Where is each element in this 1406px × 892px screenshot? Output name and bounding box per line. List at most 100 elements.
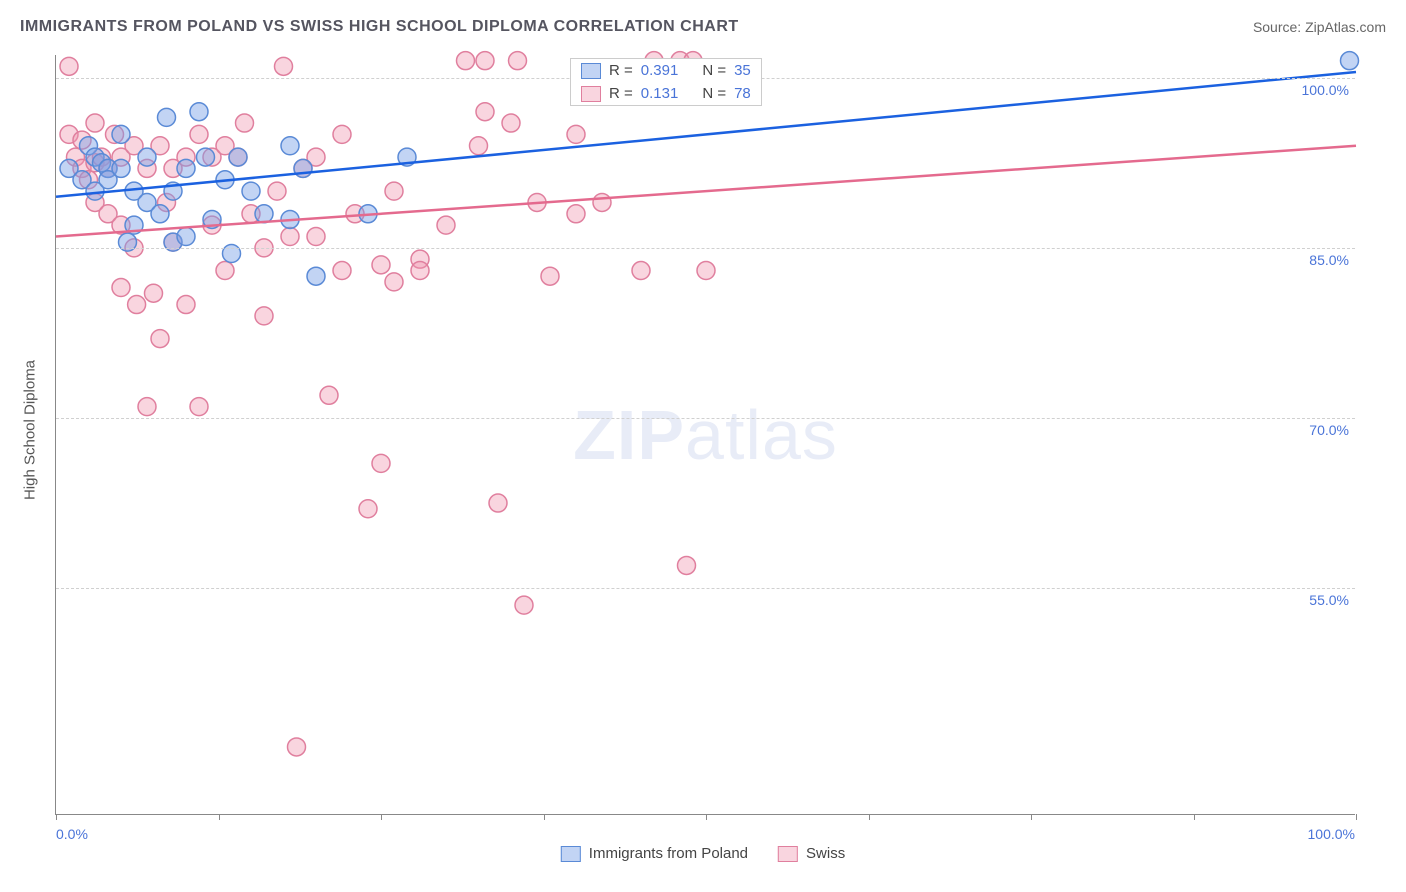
scatter-point-poland: [281, 137, 299, 155]
scatter-point-poland: [307, 267, 325, 285]
n-label: N =: [702, 85, 726, 102]
scatter-point-swiss: [476, 52, 494, 70]
scatter-point-poland: [229, 148, 247, 166]
scatter-point-poland: [112, 159, 130, 177]
x-tick: [869, 814, 870, 820]
x-tick: [381, 814, 382, 820]
chart-container: IMMIGRANTS FROM POLAND VS SWISS HIGH SCH…: [0, 0, 1406, 892]
plot-area: ZIPatlas 0.0% 100.0% 55.0%70.0%85.0%100.…: [55, 55, 1355, 815]
scatter-point-swiss: [288, 738, 306, 756]
title-bar: IMMIGRANTS FROM POLAND VS SWISS HIGH SCH…: [20, 18, 1386, 36]
y-tick-label: 85.0%: [1309, 252, 1349, 268]
scatter-point-poland: [190, 103, 208, 121]
n-value: 35: [734, 62, 751, 79]
x-tick: [1031, 814, 1032, 820]
y-tick-label: 55.0%: [1309, 592, 1349, 608]
r-value: 0.131: [641, 85, 679, 102]
x-tick: [1356, 814, 1357, 820]
scatter-point-poland: [151, 205, 169, 223]
x-tick: [706, 814, 707, 820]
n-value: 78: [734, 85, 751, 102]
n-label: N =: [702, 62, 726, 79]
scatter-point-swiss: [236, 114, 254, 132]
scatter-point-swiss: [502, 114, 520, 132]
scatter-point-swiss: [359, 500, 377, 518]
scatter-point-swiss: [385, 182, 403, 200]
scatter-point-poland: [1341, 52, 1359, 70]
scatter-point-swiss: [678, 556, 696, 574]
scatter-point-poland: [242, 182, 260, 200]
scatter-point-swiss: [437, 216, 455, 234]
scatter-point-swiss: [372, 454, 390, 472]
scatter-point-poland: [197, 148, 215, 166]
scatter-point-swiss: [333, 262, 351, 280]
x-tick: [544, 814, 545, 820]
scatter-point-poland: [177, 159, 195, 177]
scatter-point-swiss: [697, 262, 715, 280]
scatter-point-swiss: [60, 57, 78, 75]
x-tick: [56, 814, 57, 820]
bottom-legend: Immigrants from Poland Swiss: [561, 845, 845, 862]
scatter-point-swiss: [281, 227, 299, 245]
scatter-point-swiss: [509, 52, 527, 70]
legend-stats-row-swiss: R = 0.131 N = 78: [571, 82, 761, 105]
scatter-point-swiss: [567, 205, 585, 223]
scatter-point-swiss: [632, 262, 650, 280]
chart-title: IMMIGRANTS FROM POLAND VS SWISS HIGH SCH…: [20, 18, 739, 36]
scatter-point-swiss: [385, 273, 403, 291]
scatter-point-swiss: [190, 125, 208, 143]
scatter-point-swiss: [307, 227, 325, 245]
scatter-point-swiss: [268, 182, 286, 200]
scatter-point-poland: [138, 148, 156, 166]
scatter-point-poland: [112, 125, 130, 143]
r-label: R =: [609, 62, 633, 79]
scatter-point-swiss: [372, 256, 390, 274]
bottom-legend-swatch-swiss: [778, 846, 798, 862]
scatter-point-swiss: [112, 279, 130, 297]
grid-line: [56, 588, 1355, 589]
scatter-point-swiss: [457, 52, 475, 70]
bottom-legend-item-poland: Immigrants from Poland: [561, 845, 748, 862]
legend-swatch-swiss: [581, 86, 601, 102]
scatter-point-swiss: [216, 262, 234, 280]
scatter-point-swiss: [255, 307, 273, 325]
bottom-legend-label: Immigrants from Poland: [589, 845, 748, 862]
r-label: R =: [609, 85, 633, 102]
bottom-legend-item-swiss: Swiss: [778, 845, 845, 862]
scatter-point-swiss: [515, 596, 533, 614]
chart-source: Source: ZipAtlas.com: [1253, 19, 1386, 35]
scatter-point-swiss: [320, 386, 338, 404]
legend-stats-panel: R = 0.391 N = 35 R = 0.131 N = 78: [570, 58, 762, 106]
scatter-point-swiss: [275, 57, 293, 75]
y-tick-label: 100.0%: [1302, 82, 1349, 98]
scatter-point-swiss: [593, 193, 611, 211]
x-axis-min-label: 0.0%: [56, 826, 88, 842]
plot-svg: [56, 55, 1355, 814]
scatter-point-swiss: [411, 262, 429, 280]
scatter-point-swiss: [541, 267, 559, 285]
r-value: 0.391: [641, 62, 679, 79]
y-axis-label: High School Diploma: [22, 360, 39, 500]
y-tick-label: 70.0%: [1309, 422, 1349, 438]
x-axis-max-label: 100.0%: [1308, 826, 1355, 842]
scatter-point-swiss: [177, 296, 195, 314]
scatter-point-swiss: [333, 125, 351, 143]
scatter-point-swiss: [86, 114, 104, 132]
scatter-point-swiss: [138, 398, 156, 416]
scatter-point-swiss: [567, 125, 585, 143]
scatter-point-poland: [158, 108, 176, 126]
x-tick: [219, 814, 220, 820]
legend-stats-row-poland: R = 0.391 N = 35: [571, 59, 761, 82]
grid-line: [56, 248, 1355, 249]
scatter-point-poland: [255, 205, 273, 223]
legend-swatch-poland: [581, 63, 601, 79]
grid-line: [56, 418, 1355, 419]
scatter-point-swiss: [145, 284, 163, 302]
scatter-point-swiss: [190, 398, 208, 416]
scatter-point-swiss: [476, 103, 494, 121]
scatter-point-swiss: [128, 296, 146, 314]
scatter-point-swiss: [151, 330, 169, 348]
bottom-legend-label: Swiss: [806, 845, 845, 862]
x-tick: [1194, 814, 1195, 820]
scatter-point-poland: [177, 227, 195, 245]
